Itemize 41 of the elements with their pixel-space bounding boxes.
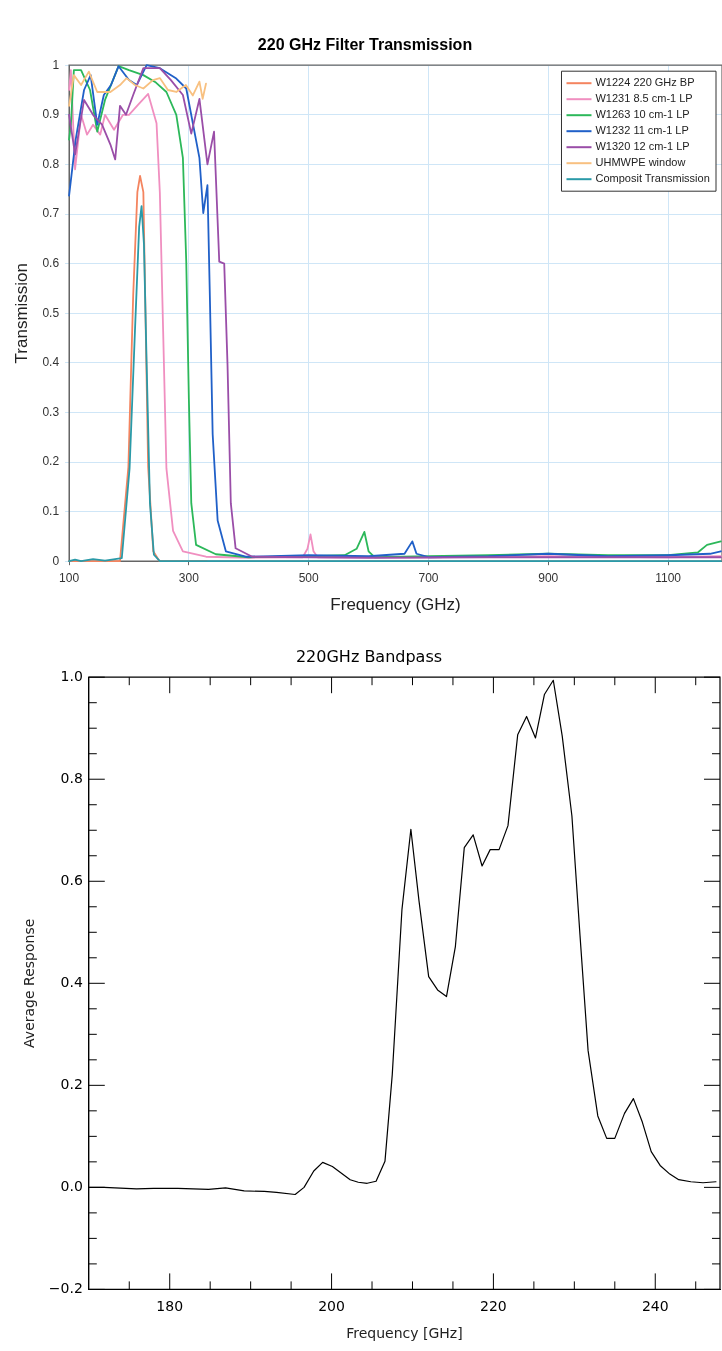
y-tick-label: 0.6: [60, 871, 83, 888]
y-tick-label: 0.2: [42, 454, 60, 469]
y-tick-label: 0.5: [42, 305, 60, 320]
y-tick-label: 0.7: [42, 206, 60, 221]
legend-label: W1232 11 cm-1 LP: [595, 124, 689, 137]
x-tick-label: 700: [418, 570, 439, 585]
y-tick-label: 0.8: [42, 156, 60, 171]
y-axis-title: Transmission: [11, 262, 31, 364]
chart-title: 220GHz Bandpass: [295, 646, 443, 666]
legend-label: W1320 12 cm-1 LP: [595, 140, 690, 153]
x-tick-label: 900: [538, 570, 559, 585]
legend-label: W1263 10 cm-1 LP: [595, 108, 690, 121]
x-tick-label: 200: [318, 1298, 345, 1315]
y-tick-label: 0.4: [42, 355, 60, 370]
y-tick-label: 0.2: [60, 1075, 83, 1092]
y-tick-label: −0.2: [48, 1280, 83, 1297]
y-tick-label: 0.9: [42, 107, 60, 122]
legend-label: Composit Transmission: [595, 172, 710, 185]
legend-label: UHMWPE window: [595, 156, 686, 169]
y-tick-label: 0.0: [60, 1178, 83, 1195]
y-tick-label: 1.0: [60, 667, 83, 684]
y-tick-label: 0.4: [60, 973, 83, 990]
x-axis-title: Frequency (GHz): [330, 595, 461, 615]
y-tick-label: 1: [52, 57, 60, 72]
y-tick-label: 0.8: [60, 769, 83, 786]
x-tick-label: 100: [59, 570, 80, 585]
x-tick-label: 500: [298, 570, 320, 585]
chart-title: 220 GHz Filter Transmission: [257, 36, 473, 54]
x-tick-label: 180: [156, 1298, 184, 1315]
x-tick-label: 1100: [655, 570, 682, 585]
x-axis-title: Frequency [GHz]: [346, 1325, 463, 1342]
y-tick-label: 0.3: [42, 404, 60, 419]
y-tick-label: 0.1: [42, 503, 60, 518]
x-tick-label: 220: [480, 1298, 507, 1315]
legend-label: W1231 8.5 cm-1 LP: [595, 92, 693, 105]
x-tick-label: 240: [641, 1298, 669, 1315]
legend-label: W1224 220 GHz BP: [595, 76, 695, 89]
y-tick-label: 0.6: [42, 255, 60, 270]
x-tick-label: 300: [178, 570, 200, 585]
y-tick-label: 0: [52, 553, 60, 568]
y-axis-title: Average Response: [21, 918, 38, 1048]
